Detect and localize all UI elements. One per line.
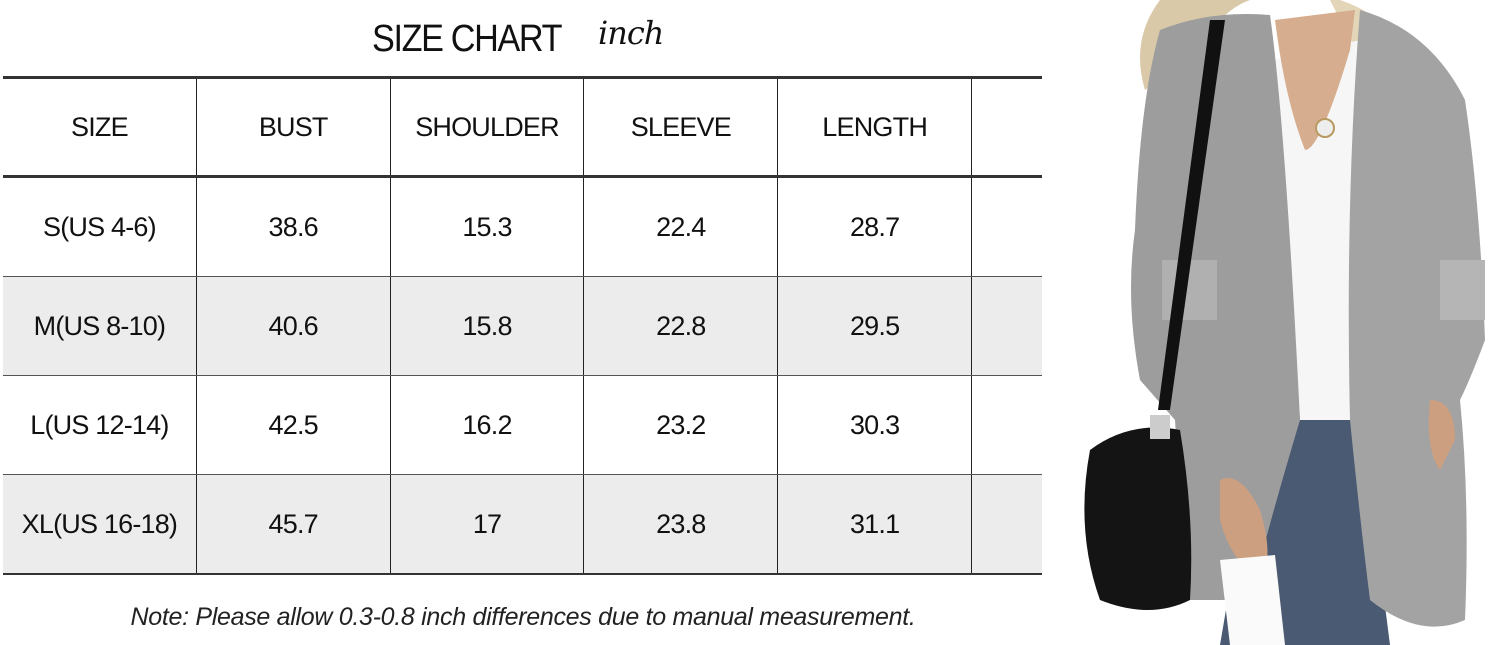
- bag-strap: [1158, 20, 1225, 410]
- header-bust: BUST: [197, 79, 391, 175]
- measurement-note: Note: Please allow 0.3-0.8 inch differen…: [130, 603, 916, 631]
- bag: [1084, 427, 1192, 610]
- cell-bust: 45.7: [197, 475, 391, 573]
- hand: [1220, 478, 1268, 580]
- product-photo: [1084, 0, 1485, 645]
- table-header-row: SIZE BUST SHOULDER SLEEVE LENGTH: [3, 76, 1042, 178]
- empty-cell: [972, 277, 1042, 375]
- table-row: L(US 12-14) 42.5 16.2 23.2 30.3: [3, 376, 1042, 475]
- cell-sleeve: 22.8: [584, 277, 779, 375]
- empty-cell: [972, 475, 1042, 573]
- cell-length: 31.1: [778, 475, 973, 573]
- cell-sleeve: 22.4: [584, 178, 779, 276]
- cell-bust: 40.6: [197, 277, 391, 375]
- cell-sleeve: 23.2: [584, 376, 779, 474]
- cell-size: L(US 12-14): [3, 376, 197, 474]
- neck: [1275, 10, 1355, 150]
- bag-clasp: [1150, 415, 1170, 439]
- cell-length: 29.5: [778, 277, 973, 375]
- size-table: SIZE BUST SHOULDER SLEEVE LENGTH S(US 4-…: [3, 76, 1042, 575]
- cuff: [1440, 260, 1485, 320]
- cell-shoulder: 17: [391, 475, 585, 573]
- cell-bust: 38.6: [197, 178, 391, 276]
- cell-size: M(US 8-10): [3, 277, 197, 375]
- cell-length: 30.3: [778, 376, 973, 474]
- empty-cell: [972, 178, 1042, 276]
- table-row: M(US 8-10) 40.6 15.8 22.8 29.5: [3, 277, 1042, 376]
- cup: [1220, 555, 1285, 645]
- header-shoulder: SHOULDER: [391, 79, 585, 175]
- cell-bust: 42.5: [197, 376, 391, 474]
- cell-shoulder: 16.2: [391, 376, 585, 474]
- cell-sleeve: 23.8: [584, 475, 779, 573]
- header-sleeve: SLEEVE: [584, 79, 779, 175]
- pendant: [1315, 118, 1335, 138]
- cell-shoulder: 15.3: [391, 178, 585, 276]
- cell-shoulder: 15.8: [391, 277, 585, 375]
- cell-length: 28.7: [778, 178, 973, 276]
- cardigan-right: [1348, 10, 1485, 627]
- table-row: XL(US 16-18) 45.7 17 23.8 31.1: [3, 475, 1042, 575]
- shirt: [1275, 40, 1370, 420]
- unit-label: inch: [598, 14, 664, 52]
- table-row: S(US 4-6) 38.6 15.3 22.4 28.7: [3, 178, 1042, 277]
- empty-cell: [972, 79, 1042, 175]
- hand: [1428, 400, 1455, 470]
- empty-cell: [972, 376, 1042, 474]
- header-size: SIZE: [3, 79, 197, 175]
- cell-size: XL(US 16-18): [3, 475, 197, 573]
- header-length: LENGTH: [778, 79, 973, 175]
- size-chart-title: SIZE CHART: [372, 18, 563, 60]
- cell-size: S(US 4-6): [3, 178, 197, 276]
